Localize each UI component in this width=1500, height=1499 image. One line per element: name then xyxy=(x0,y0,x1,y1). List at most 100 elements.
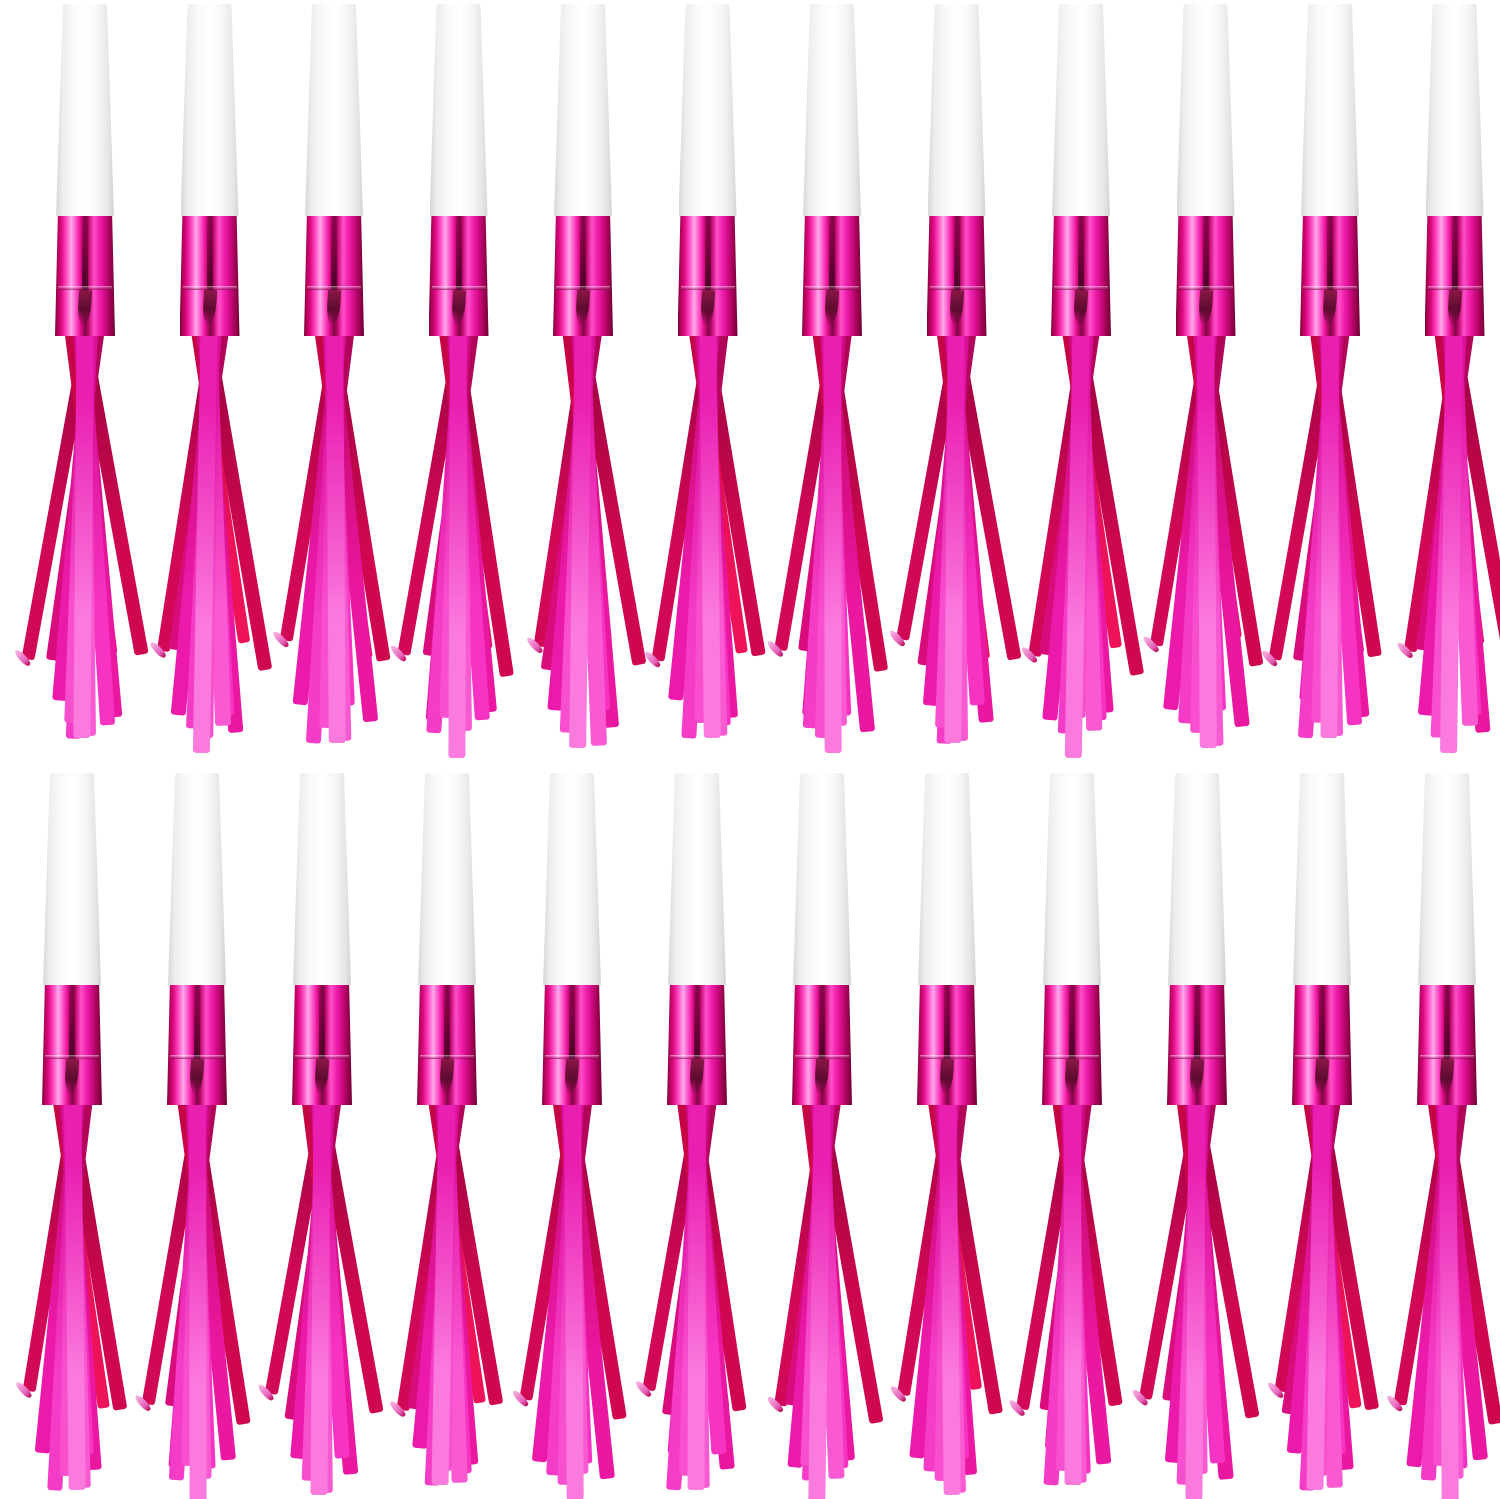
body-notch xyxy=(563,1058,580,1096)
mouthpiece xyxy=(429,4,488,216)
mouthpiece xyxy=(793,773,851,985)
metallic-body xyxy=(677,210,738,336)
curled-strip-tip xyxy=(888,1384,907,1404)
body-notch xyxy=(63,1058,80,1096)
curled-strip-tip xyxy=(633,1378,653,1399)
metallic-body xyxy=(1424,210,1485,336)
body-notch xyxy=(438,1058,455,1096)
mouthpiece xyxy=(43,773,101,985)
body-seam xyxy=(170,1055,224,1059)
body-seam xyxy=(1427,286,1482,290)
curled-strip-tip xyxy=(256,1382,275,1403)
body-notch xyxy=(1446,289,1462,327)
party-blowout-whistle xyxy=(887,4,1027,774)
party-blowout-whistle xyxy=(1259,4,1400,774)
mouthpiece xyxy=(1301,4,1359,216)
body-groove xyxy=(1451,210,1458,290)
body-notch xyxy=(823,289,840,327)
body-seam xyxy=(420,1055,474,1059)
curled-strip-tip xyxy=(387,1398,407,1419)
metallic-body xyxy=(1051,210,1111,336)
body-seam xyxy=(1295,1055,1349,1059)
curled-strip-tip xyxy=(148,640,168,660)
body-groove xyxy=(331,210,337,290)
party-blowout-whistle xyxy=(127,773,267,1499)
body-seam xyxy=(805,286,859,290)
party-blowout-whistle xyxy=(12,4,155,774)
fringe-strip xyxy=(1438,1072,1459,1499)
party-blowout-whistle xyxy=(502,773,642,1499)
mouthpiece xyxy=(803,4,861,216)
body-notch xyxy=(1063,1058,1080,1096)
mouthpiece xyxy=(668,773,726,985)
fringe-strip xyxy=(1197,303,1217,749)
body-groove xyxy=(569,979,575,1059)
body-notch xyxy=(325,289,342,327)
metallic-body xyxy=(1292,979,1352,1105)
fringe-strip xyxy=(309,1072,331,1495)
body-notch xyxy=(688,1058,705,1096)
curled-strip-tip xyxy=(132,1392,152,1413)
body-seam xyxy=(431,286,486,290)
curled-strip-tip xyxy=(1130,1387,1149,1408)
body-notch xyxy=(201,289,217,327)
body-seam xyxy=(795,1055,849,1059)
body-seam xyxy=(307,286,361,290)
mouthpiece xyxy=(305,4,363,216)
mouthpiece xyxy=(1293,773,1351,985)
metallic-body xyxy=(1167,979,1227,1105)
body-seam xyxy=(670,1055,724,1059)
body-seam xyxy=(1178,286,1233,290)
party-blowout-whistle xyxy=(2,773,142,1499)
mouthpiece xyxy=(678,4,737,216)
metallic-body xyxy=(304,210,364,336)
metallic-body xyxy=(792,979,852,1105)
curled-strip-tip xyxy=(765,639,785,659)
fringe-strip xyxy=(687,1072,706,1491)
party-blowout-whistle xyxy=(627,773,767,1499)
party-blowout-whistle xyxy=(389,4,529,774)
curled-strip-tip xyxy=(1259,648,1279,669)
body-groove xyxy=(455,210,462,290)
party-blowout-whistle xyxy=(752,773,892,1499)
party-blowout-whistle xyxy=(1252,773,1392,1499)
fringe-strip xyxy=(1063,1072,1082,1486)
body-groove xyxy=(1069,979,1075,1059)
metallic-body xyxy=(167,979,227,1105)
curled-strip-tip xyxy=(1141,634,1161,654)
mouthpiece xyxy=(1168,773,1226,985)
mouthpiece xyxy=(1043,773,1101,985)
body-groove xyxy=(1194,979,1200,1059)
body-notch xyxy=(1438,1058,1455,1096)
body-seam xyxy=(58,286,112,290)
body-notch xyxy=(938,1058,955,1096)
metallic-body xyxy=(802,210,862,336)
body-notch xyxy=(188,1058,205,1096)
mouthpiece xyxy=(554,4,612,216)
metallic-body xyxy=(42,979,102,1105)
party-blowout-whistle xyxy=(140,4,280,774)
body-notch xyxy=(1321,289,1338,327)
mouthpiece xyxy=(1418,773,1476,985)
body-notch xyxy=(450,289,466,327)
body-seam xyxy=(1420,1055,1474,1059)
body-groove xyxy=(1319,979,1325,1059)
metallic-body xyxy=(55,210,115,336)
party-blowout-whistle xyxy=(377,773,517,1499)
curled-strip-tip xyxy=(1265,1379,1285,1400)
body-notch xyxy=(313,1058,330,1096)
body-groove xyxy=(944,979,950,1059)
body-seam xyxy=(182,286,237,290)
mouthpiece xyxy=(180,4,239,216)
curled-strip-tip xyxy=(389,643,408,664)
body-notch xyxy=(76,289,93,327)
body-seam xyxy=(1170,1055,1224,1059)
mouthpiece xyxy=(927,4,986,216)
mouthpiece xyxy=(1176,4,1235,216)
metallic-body xyxy=(1175,210,1236,336)
body-notch xyxy=(948,289,964,327)
body-groove xyxy=(1202,210,1209,290)
body-seam xyxy=(556,286,610,290)
metallic-body xyxy=(917,979,977,1105)
body-groove xyxy=(1444,979,1450,1059)
